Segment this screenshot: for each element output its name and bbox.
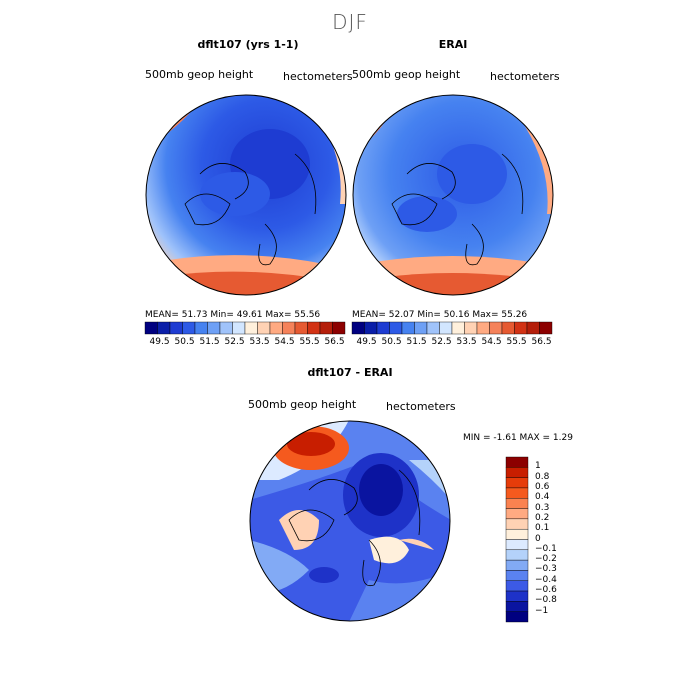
- panel-1-colorbar-tick-label: 54.5: [274, 337, 295, 347]
- panel-2-colorbar-tick-label: 49.5: [356, 337, 377, 347]
- panel-1-colorbar-swatch: [307, 321, 321, 335]
- panel-1-colorbar-tick-label: 50.5: [174, 337, 195, 347]
- diff-colorbar-swatch: [505, 601, 529, 612]
- panel-1-colorbar-swatch: [157, 321, 171, 335]
- panel-1-colorbar-swatch: [257, 321, 271, 335]
- diff-colorbar-swatch: [505, 611, 529, 623]
- diff-colorbar-swatch: [505, 580, 529, 592]
- diff-colorbar-swatch: [505, 508, 529, 520]
- diff-colorbar-tick-label: −0.1: [535, 543, 557, 554]
- panel-1-colorbar-swatch: [332, 321, 346, 335]
- panel-1-colorbar-swatch: [169, 321, 183, 335]
- panel-2-map: [352, 94, 554, 296]
- panel-1-colorbar-swatch: [182, 321, 196, 335]
- panel-1-colorbar-tick-label: 53.5: [249, 337, 270, 347]
- panel-2-colorbar-swatch: [514, 321, 528, 335]
- diff-colorbar-tick-label: −0.6: [535, 585, 557, 596]
- panel-1-colorbar-swatch: [282, 321, 296, 335]
- panel-1-colorbar-tick-label: 51.5: [199, 337, 220, 347]
- panel-1-colorbar-tick-label: 56.5: [324, 337, 345, 347]
- panel-2-colorbar-swatch: [439, 321, 453, 335]
- diff-colorbar-swatch: [505, 487, 529, 499]
- panel-1-colorbar-swatch: [219, 321, 233, 335]
- panel-2-colorbar-swatch: [464, 321, 478, 335]
- panel-2-field-label: 500mb geop height: [352, 68, 461, 81]
- panel-2-colorbar-tick-label: 51.5: [406, 337, 427, 347]
- diff-title: dflt107 - ERAI: [307, 366, 393, 379]
- panel-2-colorbar-swatch: [526, 321, 540, 335]
- panel-1-colorbar-swatch: [244, 321, 258, 335]
- diff-colorbar-tick-label: 1: [535, 461, 541, 472]
- panel-1-colorbar-swatch: [207, 321, 221, 335]
- panel-2-colorbar-swatch: [414, 321, 428, 335]
- diff-colorbar-swatch: [505, 590, 529, 602]
- diff-stats: MIN = -1.61 MAX = 1.29: [463, 433, 573, 443]
- diff-colorbar-swatch: [505, 549, 529, 561]
- panel-1-stats: MEAN= 51.73 Min= 49.61 Max= 55.56: [145, 310, 321, 320]
- panel-1-colorbar-tick-label: 55.5: [299, 337, 320, 347]
- diff-colorbar-tick-label: −0.4: [535, 574, 557, 585]
- panel-2-colorbar-swatch: [426, 321, 440, 335]
- panel-2-colorbar-swatch: [351, 321, 365, 335]
- diff-colorbar-tick-label: −1: [535, 605, 549, 616]
- panel-2-colorbar-swatch: [489, 321, 503, 335]
- panel-2-colorbar-swatch: [476, 321, 490, 335]
- diff-field-label: 500mb geop height: [248, 398, 357, 411]
- diff-map: [249, 420, 451, 622]
- panel-1-units: hectometers: [283, 70, 353, 83]
- panel-2-colorbar-swatch: [364, 321, 378, 335]
- diff-colorbar-swatch: [505, 518, 529, 530]
- panel-1-title: dflt107 (yrs 1-1): [197, 38, 299, 51]
- diff-colorbar-swatch: [505, 477, 529, 489]
- panel-1-colorbar: [144, 321, 346, 335]
- diff-colorbar-tick-label: −0.8: [535, 595, 557, 606]
- panel-1-colorbar-swatch: [294, 321, 308, 335]
- panel-2-units: hectometers: [490, 70, 560, 83]
- panel-2-stats: MEAN= 52.07 Min= 50.16 Max= 55.26: [352, 310, 528, 320]
- diff-colorbar-tick-label: 0.6: [535, 481, 550, 492]
- diff-colorbar-swatch: [505, 467, 529, 478]
- panel-1-colorbar-swatch: [232, 321, 246, 335]
- diff-colorbar-tick-label: −0.3: [535, 564, 557, 575]
- panel-2-colorbar-swatch: [451, 321, 465, 335]
- diff-colorbar-swatch: [505, 559, 529, 571]
- panel-1-colorbar-tick-label: 52.5: [224, 337, 245, 347]
- panel-1-colorbar-swatch: [194, 321, 208, 335]
- panel-1-colorbar-swatch: [144, 321, 158, 335]
- panel-2-colorbar-tick-label: 55.5: [506, 337, 527, 347]
- diff-colorbar-tick-label: 0: [535, 533, 541, 544]
- panel-2-colorbar-swatch: [501, 321, 515, 335]
- panel-2-colorbar-swatch: [401, 321, 415, 335]
- panel-2-colorbar-tick-label: 50.5: [381, 337, 402, 347]
- panel-2-colorbar-swatch: [376, 321, 390, 335]
- diff-colorbar-tick-label: 0.1: [535, 523, 550, 534]
- diff-colorbar: [505, 456, 529, 623]
- diff-colorbar-tick-label: 0.2: [535, 512, 550, 523]
- panel-2-colorbar: [351, 321, 553, 335]
- panel-1-colorbar-swatch: [319, 321, 333, 335]
- diff-colorbar-swatch: [505, 539, 529, 551]
- panel-2-colorbar-tick-label: 52.5: [431, 337, 452, 347]
- diff-colorbar-swatch: [505, 528, 529, 540]
- panel-2-title: ERAI: [438, 38, 468, 51]
- diff-colorbar-tick-label: 0.3: [535, 502, 550, 513]
- diff-colorbar-swatch: [505, 498, 529, 509]
- diff-colorbar-tick-label: 0.4: [535, 492, 550, 503]
- panel-2-colorbar-tick-label: 53.5: [456, 337, 477, 347]
- panel-2-colorbar-tick-label: 54.5: [481, 337, 502, 347]
- panel-1-colorbar-swatch: [269, 321, 283, 335]
- diff-units: hectometers: [386, 400, 456, 413]
- season-title: DJF: [332, 10, 368, 34]
- panel-2-colorbar-swatch: [539, 321, 553, 335]
- diff-colorbar-swatch: [505, 456, 529, 468]
- panel-1-colorbar-tick-label: 49.5: [149, 337, 170, 347]
- panel-2-colorbar-swatch: [389, 321, 403, 335]
- panel-2-colorbar-tick-label: 56.5: [531, 337, 552, 347]
- diff-colorbar-swatch: [505, 570, 529, 581]
- diff-colorbar-tick-label: 0.8: [535, 471, 550, 482]
- panel-1-map: [145, 94, 347, 296]
- panel-1-field-label: 500mb geop height: [145, 68, 254, 81]
- diff-colorbar-tick-label: −0.2: [535, 554, 557, 565]
